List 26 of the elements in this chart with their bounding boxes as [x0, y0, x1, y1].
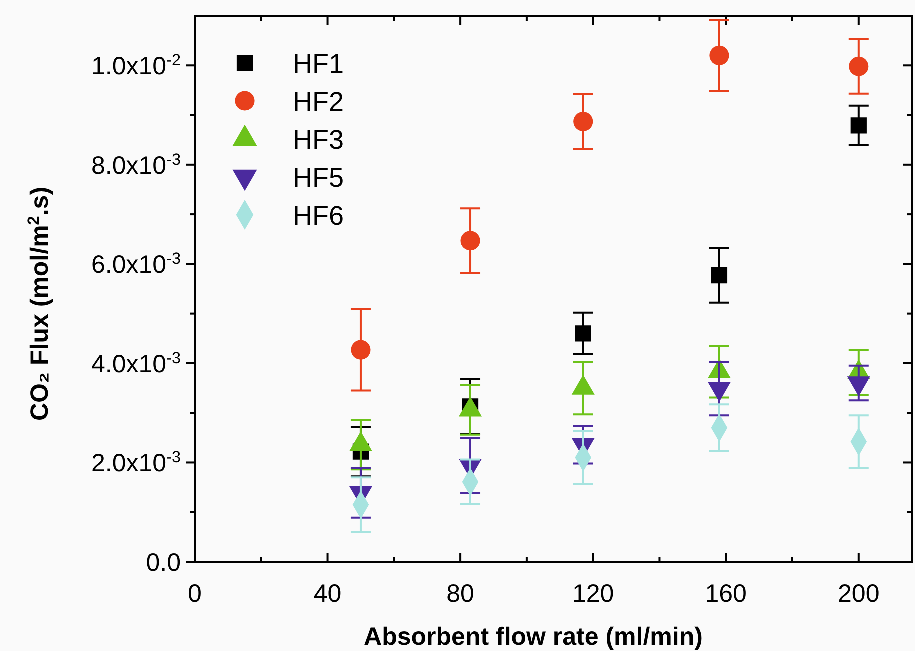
- y-tick-label: 6.0x10$^{-3}$: [91, 250, 181, 280]
- point: [711, 268, 728, 284]
- legend-label: HF5: [293, 163, 344, 193]
- legend-label: HF2: [293, 87, 344, 117]
- x-tick-label: 160: [705, 580, 747, 608]
- x-tick-label: 80: [446, 580, 474, 608]
- point: [460, 231, 480, 251]
- point: [574, 112, 594, 132]
- y-tick-label: 1.0x10$^{-2}$: [91, 52, 181, 81]
- point: [849, 56, 869, 76]
- x-tick-label: 120: [572, 580, 614, 608]
- x-tick-label: 0: [188, 580, 202, 608]
- y-tick-label: 8.0x10$^{-3}$: [91, 150, 181, 180]
- x-axis-title: Absorbent flow rate (ml/min): [364, 623, 703, 651]
- x-tick-label: 40: [314, 580, 342, 608]
- point: [575, 326, 592, 342]
- y-tick-label: 0.0: [146, 549, 181, 577]
- y-tick-label: 2.0x10$^{-3}$: [91, 448, 181, 478]
- legend-label: HF6: [293, 201, 344, 231]
- point: [351, 340, 371, 360]
- point: [850, 118, 867, 134]
- x-tick-label: 200: [838, 580, 880, 608]
- point: [710, 46, 730, 66]
- legend-label: HF3: [293, 125, 344, 155]
- legend-label: HF1: [293, 49, 344, 79]
- y-tick-label: 4.0x10$^{-3}$: [91, 349, 181, 378]
